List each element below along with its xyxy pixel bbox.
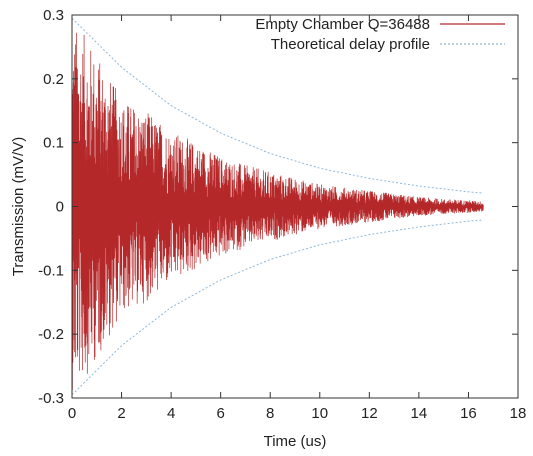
- x-tick-label: 8: [266, 405, 274, 422]
- y-tick-label: 0: [56, 199, 64, 216]
- x-axis-label: Time (us): [264, 433, 327, 450]
- legend-label-theoretical: Theoretical delay profile: [271, 36, 430, 53]
- y-tick-labels: 0.3 0.2 0.1 0 -0.1 -0.2 -0.3: [38, 7, 64, 407]
- x-tick-label: 4: [167, 405, 175, 422]
- y-tick-label: 0.3: [43, 7, 64, 24]
- x-tick-label: 18: [510, 405, 527, 422]
- legend-label-empty-chamber: Empty Chamber Q=36488: [255, 16, 430, 33]
- x-tick-label: 14: [411, 405, 428, 422]
- x-tick-label: 10: [311, 405, 328, 422]
- plot-area: [71, 17, 484, 396]
- legend: Empty Chamber Q=36488 Theoretical delay …: [255, 16, 505, 53]
- series-line-empty-chamber: [71, 32, 484, 391]
- axis-ticks: [71, 14, 519, 399]
- x-tick-label: 16: [460, 405, 477, 422]
- y-axis-label: Transmission (mV/V): [10, 137, 27, 276]
- x-tick-label: 0: [68, 405, 76, 422]
- series-line-theoretical-lower: [71, 219, 484, 396]
- y-tick-label: -0.3: [38, 390, 64, 407]
- y-tick-label: -0.1: [38, 262, 64, 279]
- y-tick-label: 0.2: [43, 71, 64, 88]
- x-tick-label: 6: [216, 405, 224, 422]
- x-tick-label: 12: [361, 405, 378, 422]
- x-tick-label: 2: [117, 405, 125, 422]
- y-tick-label: -0.2: [38, 326, 64, 343]
- x-tick-labels: 0 2 4 6 8 10 12 14 16 18: [68, 405, 527, 422]
- series-line-theoretical-upper: [71, 17, 484, 194]
- y-tick-label: 0.1: [43, 135, 64, 152]
